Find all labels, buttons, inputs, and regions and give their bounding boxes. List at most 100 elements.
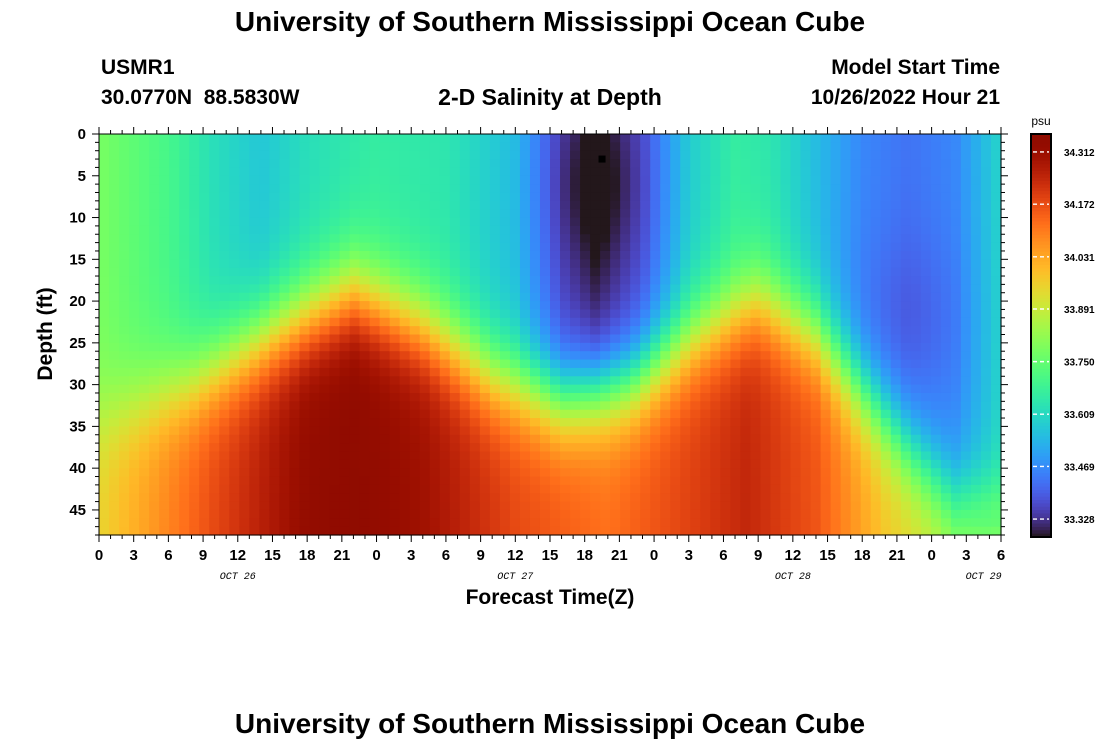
heatmap-cell <box>680 284 691 294</box>
heatmap-cell <box>800 234 812 244</box>
heatmap-cell <box>409 317 421 327</box>
heatmap-cell <box>469 292 481 302</box>
heatmap-cell <box>109 326 120 336</box>
heatmap-cell <box>469 409 481 419</box>
heatmap-cell <box>279 367 291 377</box>
heatmap-cell <box>680 484 691 494</box>
heatmap-cell <box>880 418 892 427</box>
heatmap-cell <box>850 443 862 453</box>
station-id: USMR1 <box>101 56 175 79</box>
heatmap-cell <box>690 401 701 411</box>
heatmap-cell <box>850 459 862 469</box>
heatmap-cell <box>560 284 571 294</box>
heatmap-cell <box>489 301 501 311</box>
heatmap-cell <box>199 434 210 444</box>
heatmap-cell <box>519 250 531 260</box>
heatmap-cell <box>600 367 611 377</box>
heatmap-cell <box>730 434 742 444</box>
heatmap-cell <box>479 134 491 143</box>
heatmap-cell <box>970 418 982 427</box>
heatmap-cell <box>930 401 942 411</box>
heatmap-cell <box>369 476 381 486</box>
heatmap-cell <box>189 217 200 227</box>
heatmap-cell <box>950 409 962 419</box>
heatmap-cell <box>830 443 842 453</box>
heatmap-cell <box>650 367 661 377</box>
heatmap-cell <box>209 250 220 260</box>
heatmap-cell <box>509 184 521 194</box>
heatmap-cell <box>539 509 551 519</box>
heatmap-cell <box>940 209 952 219</box>
heatmap-cell <box>650 459 661 469</box>
heatmap-cell <box>830 484 842 494</box>
heatmap-cell <box>489 401 501 411</box>
heatmap-cell <box>860 468 872 478</box>
heatmap-cell <box>209 292 220 302</box>
heatmap-cell <box>459 476 471 486</box>
heatmap-cell <box>509 468 521 478</box>
heatmap-cell <box>329 267 341 277</box>
heatmap-cell <box>880 501 892 511</box>
heatmap-cell <box>149 392 160 402</box>
heatmap-cell <box>429 276 441 285</box>
heatmap-cell <box>620 175 631 185</box>
heatmap-cell <box>690 459 701 469</box>
heatmap-cell <box>169 468 180 478</box>
heatmap-cell <box>670 267 681 277</box>
heatmap-cell <box>369 493 381 503</box>
heatmap-cell <box>479 276 491 285</box>
heatmap-cell <box>469 392 481 402</box>
heatmap-cell <box>870 342 882 352</box>
heatmap-cell <box>600 317 611 327</box>
heatmap-cell <box>109 276 120 285</box>
heatmap-cell <box>920 484 932 494</box>
heatmap-cell <box>479 443 491 453</box>
heatmap-cell <box>790 459 802 469</box>
heatmap-cell <box>550 242 561 252</box>
heatmap-cell <box>860 509 872 519</box>
heatmap-cell <box>590 426 601 436</box>
heatmap-cell <box>660 150 671 160</box>
heatmap-cell <box>149 443 160 453</box>
heatmap-cell <box>519 301 531 311</box>
heatmap-cell <box>439 276 451 285</box>
heatmap-cell <box>670 242 681 252</box>
heatmap-cell <box>760 250 772 260</box>
heatmap-cell <box>890 284 902 294</box>
heatmap-cell <box>219 426 230 436</box>
heatmap-cell <box>570 184 581 194</box>
heatmap-cell <box>670 376 681 386</box>
heatmap-cell <box>279 259 291 269</box>
heatmap-cell <box>650 493 661 503</box>
heatmap-cell <box>860 351 872 361</box>
heatmap-cell <box>129 476 140 486</box>
heatmap-cell <box>449 367 461 377</box>
heatmap-cell <box>109 392 120 402</box>
heatmap-cell <box>449 392 461 402</box>
heatmap-cell <box>840 476 852 486</box>
heatmap-cell <box>840 443 852 453</box>
heatmap-cell <box>319 501 331 511</box>
heatmap-cell <box>690 476 701 486</box>
heatmap-cell <box>850 301 862 311</box>
heatmap-cell <box>830 284 842 294</box>
heatmap-cell <box>790 200 802 210</box>
heatmap-cell <box>770 526 782 536</box>
heatmap-cell <box>109 292 120 302</box>
heatmap-cell <box>570 175 581 185</box>
heatmap-cell <box>339 342 351 352</box>
heatmap-cell <box>229 434 240 444</box>
heatmap-cell <box>830 409 842 419</box>
x-tick-label: 6 <box>719 547 727 564</box>
heatmap-cell <box>710 200 721 210</box>
heatmap-cell <box>750 376 762 386</box>
heatmap-cell <box>339 200 351 210</box>
heatmap-cell <box>139 443 150 453</box>
heatmap-cell <box>219 451 230 461</box>
heatmap-cell <box>760 459 772 469</box>
heatmap-cell <box>179 501 190 511</box>
heatmap-cell <box>800 284 812 294</box>
heatmap-cell <box>109 376 120 386</box>
heatmap-cell <box>169 351 180 361</box>
colorbar-segment <box>1031 385 1051 390</box>
